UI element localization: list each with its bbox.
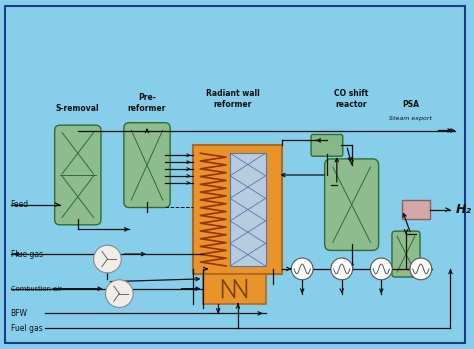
Text: Combustion air: Combustion air: [10, 286, 62, 292]
Text: Feed: Feed: [10, 200, 29, 209]
FancyBboxPatch shape: [55, 125, 101, 225]
FancyBboxPatch shape: [124, 123, 170, 208]
Text: CO shift
reactor: CO shift reactor: [335, 89, 369, 109]
Circle shape: [331, 258, 353, 280]
Text: PSA: PSA: [402, 100, 419, 109]
Bar: [203, 274, 265, 304]
Bar: [402, 200, 430, 220]
Circle shape: [410, 258, 432, 280]
Text: Pre-
reformer: Pre- reformer: [128, 93, 166, 113]
FancyBboxPatch shape: [311, 134, 343, 156]
FancyBboxPatch shape: [325, 159, 379, 251]
Text: S-removal: S-removal: [56, 104, 100, 113]
Circle shape: [106, 280, 133, 307]
Circle shape: [292, 258, 313, 280]
Circle shape: [94, 245, 121, 273]
Text: Radiant wall
reformer: Radiant wall reformer: [206, 89, 260, 109]
Text: Steam export: Steam export: [390, 116, 432, 121]
Bar: [193, 145, 283, 274]
Text: Fuel gas: Fuel gas: [10, 324, 42, 333]
Circle shape: [370, 258, 392, 280]
Text: BFW: BFW: [10, 309, 27, 318]
Bar: [230, 153, 265, 266]
Text: H₂: H₂: [456, 203, 472, 216]
Text: Flue gas: Flue gas: [10, 250, 43, 259]
FancyBboxPatch shape: [392, 231, 420, 277]
